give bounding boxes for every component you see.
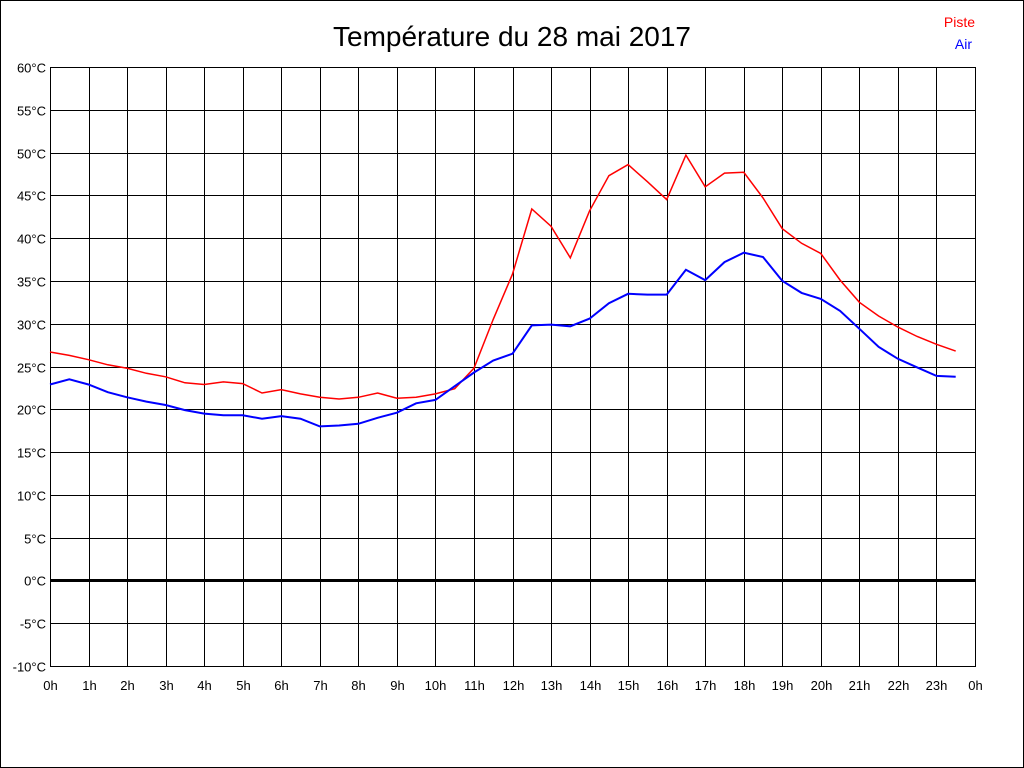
x-tick-label: 19h (772, 678, 794, 693)
x-tick-label: 13h (541, 678, 563, 693)
y-tick-label: 55°C (17, 104, 46, 119)
x-tick-label: 20h (811, 678, 833, 693)
y-tick-label: 30°C (17, 318, 46, 333)
x-tick-label: 0h (968, 678, 982, 693)
x-tick-label: 17h (695, 678, 717, 693)
y-tick-label: 40°C (17, 232, 46, 247)
y-tick-label: 45°C (17, 189, 46, 204)
x-tick-label: 18h (734, 678, 756, 693)
y-tick-label: 10°C (17, 489, 46, 504)
x-tick-label: 15h (618, 678, 640, 693)
x-tick-label: 3h (159, 678, 173, 693)
x-tick-label: 7h (313, 678, 327, 693)
x-tick-label: 2h (120, 678, 134, 693)
x-tick-label: 5h (236, 678, 250, 693)
x-tick-label: 21h (849, 678, 871, 693)
x-tick-label: 6h (274, 678, 288, 693)
x-tick-label: 9h (390, 678, 404, 693)
x-tick-label: 22h (888, 678, 910, 693)
x-tick-label: 23h (926, 678, 948, 693)
y-tick-label: 25°C (17, 361, 46, 376)
x-tick-label: 4h (197, 678, 211, 693)
chart-title: Température du 28 mai 2017 (333, 21, 691, 52)
y-tick-label: 0°C (24, 574, 46, 589)
legend-piste: Piste (944, 14, 975, 30)
x-tick-label: 1h (82, 678, 96, 693)
legend-air: Air (955, 36, 972, 52)
y-tick-label: 35°C (17, 275, 46, 290)
x-tick-label: 12h (503, 678, 525, 693)
x-tick-label: 8h (351, 678, 365, 693)
x-tick-label: 0h (43, 678, 57, 693)
y-tick-label: 60°C (17, 61, 46, 76)
y-tick-label: 20°C (17, 403, 46, 418)
y-tick-label: -10°C (13, 660, 46, 675)
y-tick-label: 5°C (24, 532, 46, 547)
series-line-air (49, 251, 956, 428)
x-tick-label: 14h (580, 678, 602, 693)
y-tick-label: -5°C (20, 617, 46, 632)
plot-area (50, 67, 976, 667)
y-tick-label: 15°C (17, 446, 46, 461)
y-tick-label: 50°C (17, 147, 46, 162)
x-tick-label: 11h (464, 678, 485, 693)
x-tick-label: 10h (425, 678, 447, 693)
x-tick-label: 16h (657, 678, 679, 693)
series-line-piste (49, 153, 956, 400)
